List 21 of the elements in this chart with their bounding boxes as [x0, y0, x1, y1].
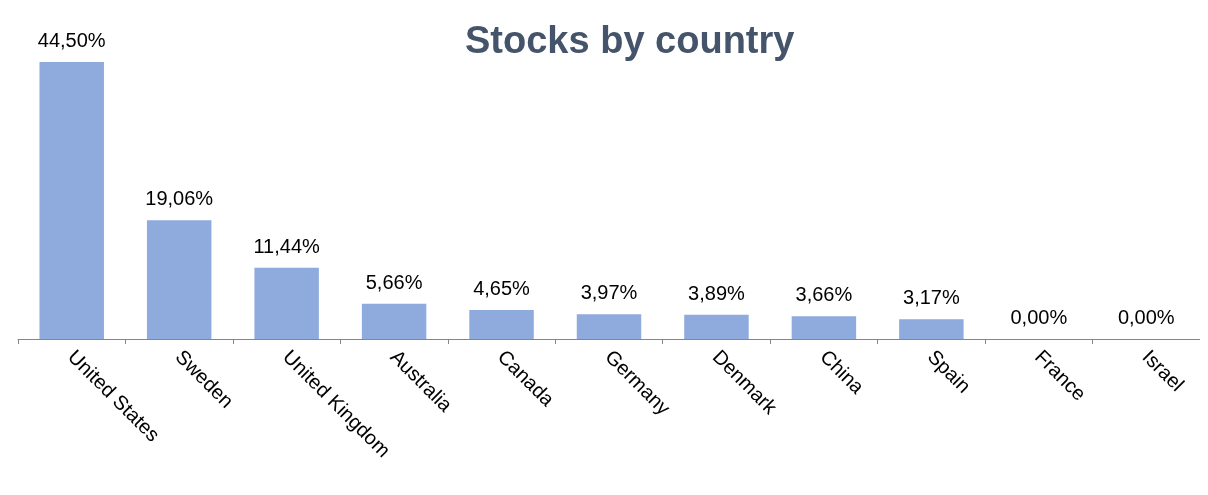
bar — [39, 62, 104, 339]
chart-title: Stocks by country — [465, 19, 795, 61]
data-label: 3,89% — [688, 281, 746, 304]
bar — [469, 310, 534, 339]
data-label: 19,06% — [145, 187, 214, 210]
bar — [146, 220, 212, 339]
bar — [791, 316, 857, 339]
bar — [576, 314, 642, 339]
data-label: 0,00% — [1117, 306, 1175, 328]
bar — [254, 267, 319, 339]
data-label: 0,00% — [1010, 306, 1068, 328]
data-label: 3,66% — [795, 283, 853, 306]
bar — [899, 319, 964, 339]
data-label: 5,66% — [365, 270, 423, 293]
data-label: 4,65% — [473, 277, 531, 300]
data-label: 44,50% — [37, 29, 106, 51]
bar — [361, 303, 427, 339]
data-label: 3,97% — [580, 281, 638, 304]
data-label: 11,44% — [253, 234, 321, 257]
bar — [684, 314, 749, 339]
data-label: 3,17% — [903, 286, 960, 309]
